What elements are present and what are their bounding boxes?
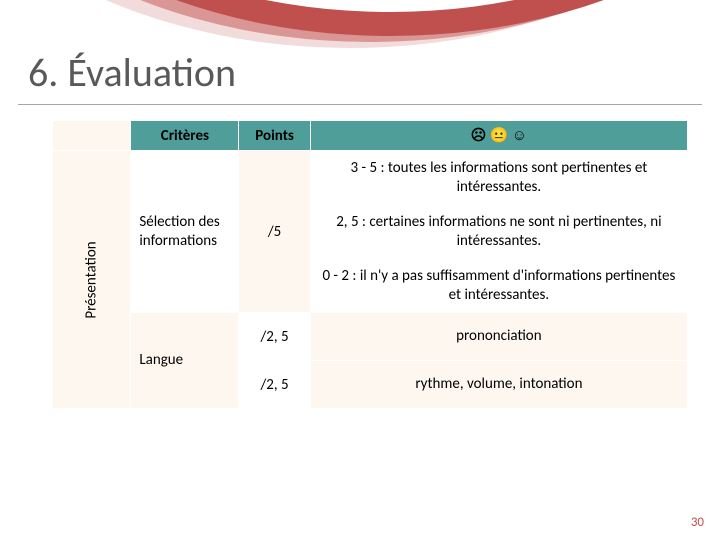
criterion-langue: Langue [131, 313, 239, 409]
category-label: Présentation [83, 241, 101, 318]
desc-langue-2: rythme, volume, intonation [310, 361, 687, 409]
table-row: Présentation Sélection des informations … [53, 151, 688, 205]
criterion-selection: Sélection des informations [131, 151, 239, 313]
header-points: Points [239, 121, 310, 151]
header-spacer [53, 121, 131, 151]
page-number: 30 [691, 515, 704, 530]
decorative-arc-dark [0, 0, 720, 36]
header-smileys: ☹ 😐 ☺ [310, 121, 687, 151]
desc-selection-1: 3 - 5 : toutes les informations sont per… [310, 151, 687, 205]
table-header-row: Critères Points ☹ 😐 ☺ [53, 121, 688, 151]
points-langue-2: /2, 5 [239, 361, 310, 409]
title-underline [18, 104, 702, 105]
header-criteres: Critères [131, 121, 239, 151]
evaluation-table: Critères Points ☹ 😐 ☺ Présentation Sélec… [52, 120, 688, 409]
desc-selection-2: 2, 5 : certaines informations ne sont ni… [310, 205, 687, 259]
desc-langue-1: prononciation [310, 313, 687, 361]
table-row: Langue /2, 5 prononciation [53, 313, 688, 361]
points-selection: /5 [239, 151, 310, 313]
slide-title: 6. Évaluation [28, 48, 236, 97]
desc-selection-3: 0 - 2 : il n'y a pas suffisamment d'info… [310, 259, 687, 313]
points-langue-1: /2, 5 [239, 313, 310, 361]
category-cell: Présentation [53, 151, 131, 409]
decorative-arc-mid [0, 0, 720, 42]
decorative-arc-light [0, 0, 720, 48]
